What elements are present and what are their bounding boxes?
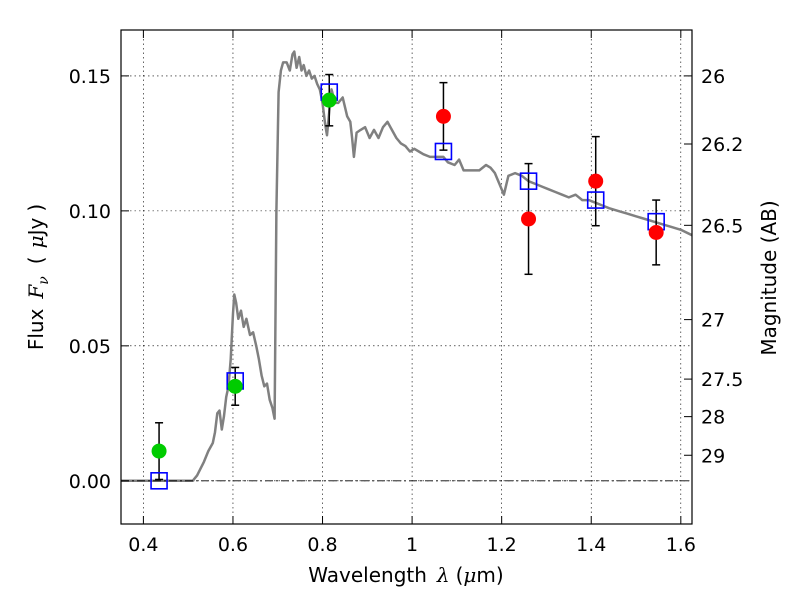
y-tick-label: 0.00 xyxy=(69,471,111,493)
x-tick-label: 1.4 xyxy=(576,534,606,556)
right-tick-label: 29 xyxy=(701,445,725,467)
x-tick-label: 0.4 xyxy=(128,534,158,556)
right-tick-label: 26.5 xyxy=(701,215,743,237)
error-bars xyxy=(155,73,661,481)
right-tick-label: 28 xyxy=(701,407,725,429)
right-tick-label: 27.5 xyxy=(701,369,743,391)
red-flux-point xyxy=(588,173,604,189)
y-axis-label: FluxFν(μJy) xyxy=(24,204,52,350)
y-tick-label: 0.05 xyxy=(69,336,111,358)
plot-frame xyxy=(120,29,693,525)
model-flux-square xyxy=(586,191,605,209)
model-flux-square xyxy=(434,142,453,161)
x-axis-ticks: 0.4 0.6 0.8 1 1.2 1.4 1.6 xyxy=(128,30,696,556)
green-flux-point xyxy=(151,443,167,459)
right-tick-label: 26 xyxy=(701,66,725,88)
observed-photometry-points xyxy=(151,92,664,459)
model-flux-square xyxy=(519,172,538,190)
right-tick-label: 26.2 xyxy=(701,134,743,156)
model-flux-square xyxy=(150,472,168,490)
x-tick-label: 1 xyxy=(406,534,418,556)
y-tick-label: 0.15 xyxy=(69,66,111,88)
y-axis-ticks: 0.00 0.05 0.10 0.15 xyxy=(69,66,129,493)
right-axis-ticks: 26 26.2 26.5 27 27.5 28 29 xyxy=(684,66,743,467)
x-axis-label: Wavelength λ (μm) xyxy=(308,563,503,587)
grid-lines xyxy=(121,30,692,524)
model-photometry-squares xyxy=(150,83,665,490)
x-tick-label: 1.6 xyxy=(666,534,696,556)
red-flux-point xyxy=(435,108,451,124)
y-tick-label: 0.10 xyxy=(69,201,111,223)
model-spectrum-line xyxy=(121,50,692,483)
right-axis-label: Magnitude (AB) xyxy=(757,200,781,355)
green-flux-point xyxy=(321,92,337,108)
x-tick-label: 1.2 xyxy=(487,534,517,556)
x-tick-label: 0.8 xyxy=(307,534,337,556)
red-flux-point xyxy=(521,211,537,227)
right-tick-label: 27 xyxy=(701,310,725,332)
red-flux-point xyxy=(648,224,664,240)
green-flux-point xyxy=(227,378,243,394)
x-tick-label: 0.6 xyxy=(218,534,248,556)
